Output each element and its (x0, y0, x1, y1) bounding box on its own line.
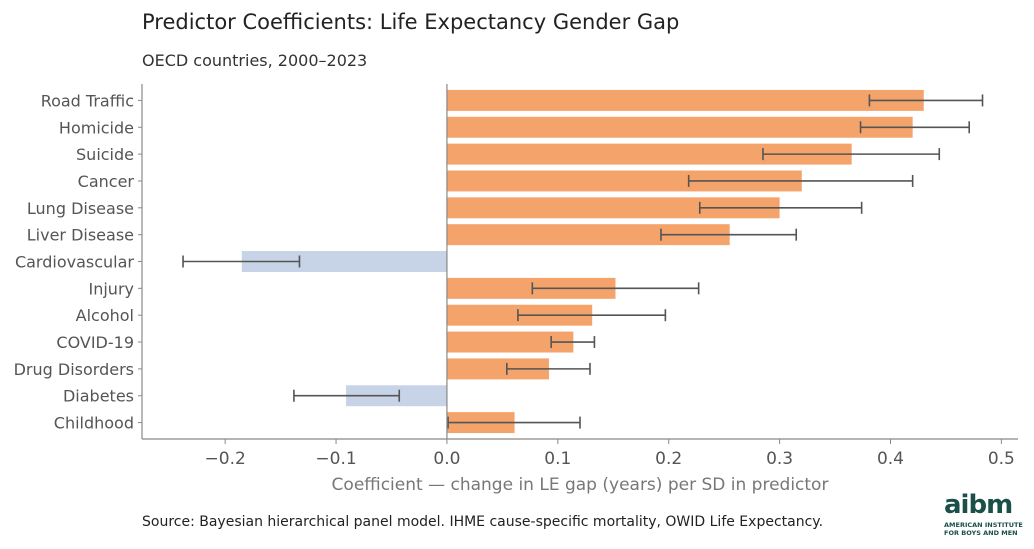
source-note: Source: Bayesian hierarchical panel mode… (142, 514, 824, 530)
logo-wordmark: aibm (944, 490, 1013, 520)
bar-injury (446, 277, 616, 299)
bar-cardiovascular (241, 251, 447, 272)
error-bars-layer (182, 94, 984, 429)
category-label: Homicide (59, 118, 134, 137)
x-ticks-layer: −0.2 −0.1 0.0 0.1 0.2 0.3 0.4 0.5 (205, 439, 1015, 469)
x-tick-label: 0.4 (877, 449, 904, 469)
x-tick-label: 0.5 (988, 449, 1015, 469)
x-tick-label: −0.1 (315, 449, 356, 469)
chart-subtitle: OECD countries, 2000–2023 (142, 51, 368, 70)
aibm-logo: aibm AMERICAN INSTITUTE FOR BOYS AND MEN (930, 490, 1030, 540)
axes-layer (138, 84, 1018, 440)
bar-liver-disease (446, 224, 730, 246)
bar-cancer (446, 170, 802, 192)
category-label: Injury (89, 279, 135, 298)
bar-homicide (446, 116, 913, 138)
category-label: Diabetes (63, 387, 134, 406)
logo-line-2: FOR BOYS AND MEN (944, 529, 1018, 537)
chart-title: Predictor Coefficients: Life Expectancy … (142, 10, 680, 34)
x-tick-label: 0.0 (433, 449, 460, 469)
bar-drug-disorders (446, 358, 549, 380)
x-tick-label: −0.2 (205, 449, 246, 469)
category-label: Cardiovascular (15, 253, 134, 272)
category-label: Alcohol (76, 306, 134, 325)
bar-lung-disease (446, 197, 780, 219)
bar-suicide (446, 143, 852, 165)
bar-road-traffic (446, 89, 924, 111)
category-label: Childhood (54, 414, 134, 433)
x-tick-label: 0.2 (655, 449, 682, 469)
category-label: Road Traffic (41, 91, 134, 110)
x-tick-label: 0.3 (766, 449, 793, 469)
bars-layer (241, 89, 924, 434)
bar-covid-19 (446, 331, 574, 353)
logo-line-1: AMERICAN INSTITUTE (944, 521, 1023, 529)
x-axis-label: Coefficient — change in LE gap (years) p… (332, 475, 829, 495)
category-label: Suicide (76, 145, 134, 164)
category-label: Drug Disorders (14, 360, 134, 379)
category-label: Lung Disease (27, 199, 134, 218)
category-labels-layer: Road Traffic Homicide Suicide Cancer Lung Di… (14, 91, 135, 432)
x-tick-label: 0.1 (544, 449, 571, 469)
category-label: Liver Disease (27, 226, 134, 245)
category-label: COVID-19 (56, 333, 134, 352)
category-label: Cancer (78, 172, 135, 191)
